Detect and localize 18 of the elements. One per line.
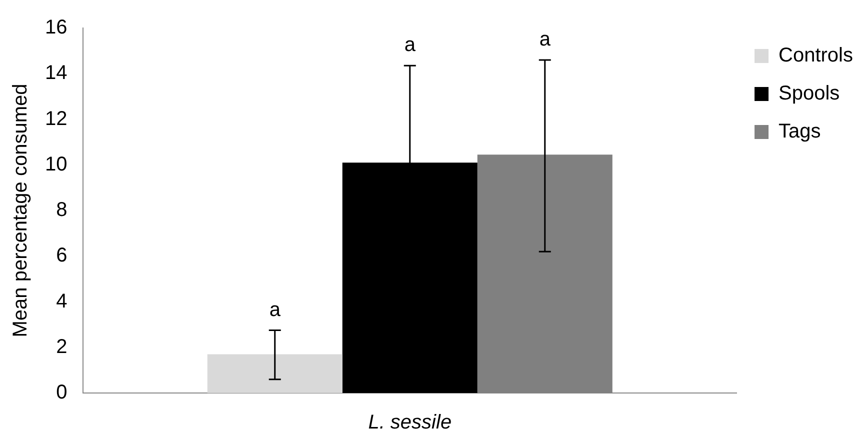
annotation: a	[269, 298, 282, 321]
legend-label: Controls	[778, 44, 854, 67]
bar	[207, 354, 342, 393]
y-tick-label: 8	[56, 199, 68, 222]
legend-label: Spools	[778, 82, 840, 105]
legend-label: Tags	[778, 120, 821, 143]
y-tick-label: 10	[44, 153, 68, 176]
y-tick-label: 0	[56, 382, 68, 404]
annotation: a	[539, 28, 552, 50]
annotation: a	[404, 34, 416, 56]
y-axis-title: Mean percentage consumed	[10, 84, 32, 338]
x-tick-label: L. sessile	[368, 412, 452, 434]
y-tick-label: 12	[44, 108, 68, 130]
y-tick-label: 2	[56, 336, 68, 358]
y-tick-label: 4	[56, 290, 68, 312]
y-tick-label: 14	[44, 62, 68, 84]
y-tick-label: 16	[44, 16, 68, 39]
y-tick-label: 6	[56, 244, 68, 267]
